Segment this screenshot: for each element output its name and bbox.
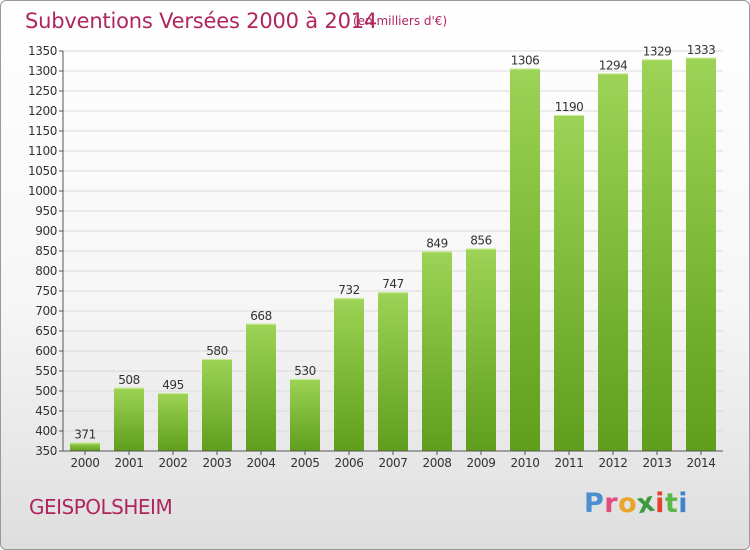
y-tick-label: 500	[35, 384, 57, 398]
bar-2010	[510, 68, 540, 451]
x-tick-label: 2008	[423, 456, 452, 470]
x-tick-label: 2011	[555, 456, 584, 470]
bars	[70, 57, 716, 452]
proxiti-logo: Proxiti	[584, 487, 689, 521]
value-label: 856	[470, 234, 491, 248]
value-label: 530	[294, 364, 315, 378]
logo-letter: r	[604, 488, 619, 519]
value-label: 1329	[643, 44, 672, 58]
bar-2014	[686, 57, 716, 452]
logo-letter: i	[655, 488, 665, 519]
x-tick-label: 2006	[335, 456, 364, 470]
bar-2009	[466, 248, 496, 451]
bar-2013	[642, 59, 672, 452]
bar-2008	[422, 251, 452, 451]
y-tick-label: 1150	[28, 124, 57, 138]
x-tick-label: 2014	[687, 456, 716, 470]
bar-2002	[158, 393, 188, 451]
value-label: 849	[426, 236, 447, 250]
bar-2006	[334, 298, 364, 451]
bar-2004	[246, 323, 276, 451]
value-label: 747	[382, 277, 403, 291]
value-label: 1306	[511, 54, 540, 68]
y-tick-label: 1050	[28, 164, 57, 178]
y-tick-label: 950	[35, 204, 57, 218]
value-label: 580	[206, 344, 227, 358]
logo-letter: t	[664, 488, 679, 519]
value-label: 1294	[599, 58, 628, 72]
y-tick-label: 1250	[28, 84, 57, 98]
chart-subtitle: (en milliers d'€)	[353, 14, 448, 28]
bar-2000	[70, 442, 100, 451]
y-tick-label: 900	[35, 224, 57, 238]
value-label: 1333	[687, 43, 716, 57]
x-tick-label: 2001	[115, 456, 144, 470]
x-tick-label: 2013	[643, 456, 672, 470]
logo-letter: P	[584, 488, 605, 519]
y-tick-label: 1300	[28, 64, 57, 78]
x-tick-label: 2012	[599, 456, 628, 470]
chart-title: Subventions Versées 2000 à 2014	[25, 9, 378, 33]
y-tick-label: 1200	[28, 104, 57, 118]
bar-2001	[114, 387, 144, 451]
bar-2003	[202, 359, 232, 451]
y-tick-label: 1000	[28, 184, 57, 198]
y-tick-label: 700	[35, 304, 57, 318]
y-tick-label: 650	[35, 324, 57, 338]
y-tick-label: 800	[35, 264, 57, 278]
x-tick-label: 2007	[379, 456, 408, 470]
y-tick-label: 350	[35, 444, 57, 458]
value-labels: 371 508 495 580 668 530 732 747 849 856 1306 1190 12…	[74, 43, 715, 442]
y-tick-label: 550	[35, 364, 57, 378]
logo-letter: i	[678, 488, 689, 519]
value-label: 668	[250, 309, 271, 323]
bar-2011	[554, 115, 584, 451]
bar-2012	[598, 73, 628, 452]
bar-2007	[378, 292, 408, 451]
y-tick-label: 850	[35, 244, 57, 258]
axes: 350 400 450 500 550 600 650 700 750 800 850 900 950 1…	[28, 44, 723, 470]
x-tick-label: 2010	[511, 456, 540, 470]
bar-2005	[290, 379, 320, 451]
y-tick-label: 750	[35, 284, 57, 298]
x-tick-label: 2005	[291, 456, 320, 470]
y-tick-label: 1100	[28, 144, 57, 158]
logo-letter: o	[618, 488, 638, 519]
value-label: 495	[162, 378, 183, 392]
x-tick-label: 2009	[467, 456, 496, 470]
y-tick-label: 1350	[28, 44, 57, 58]
x-tick-label: 2002	[159, 456, 188, 470]
x-tick-label: 2003	[203, 456, 232, 470]
value-label: 1190	[555, 100, 584, 114]
value-label: 371	[74, 428, 95, 442]
city-name: GEISPOLSHEIM	[29, 495, 173, 519]
x-tick-label: 2004	[247, 456, 276, 470]
y-tick-label: 600	[35, 344, 57, 358]
y-tick-label: 450	[35, 404, 57, 418]
x-tick-label: 2000	[71, 456, 100, 470]
value-label: 732	[338, 283, 359, 297]
y-tick-label: 400	[35, 424, 57, 438]
value-label: 508	[118, 373, 139, 387]
